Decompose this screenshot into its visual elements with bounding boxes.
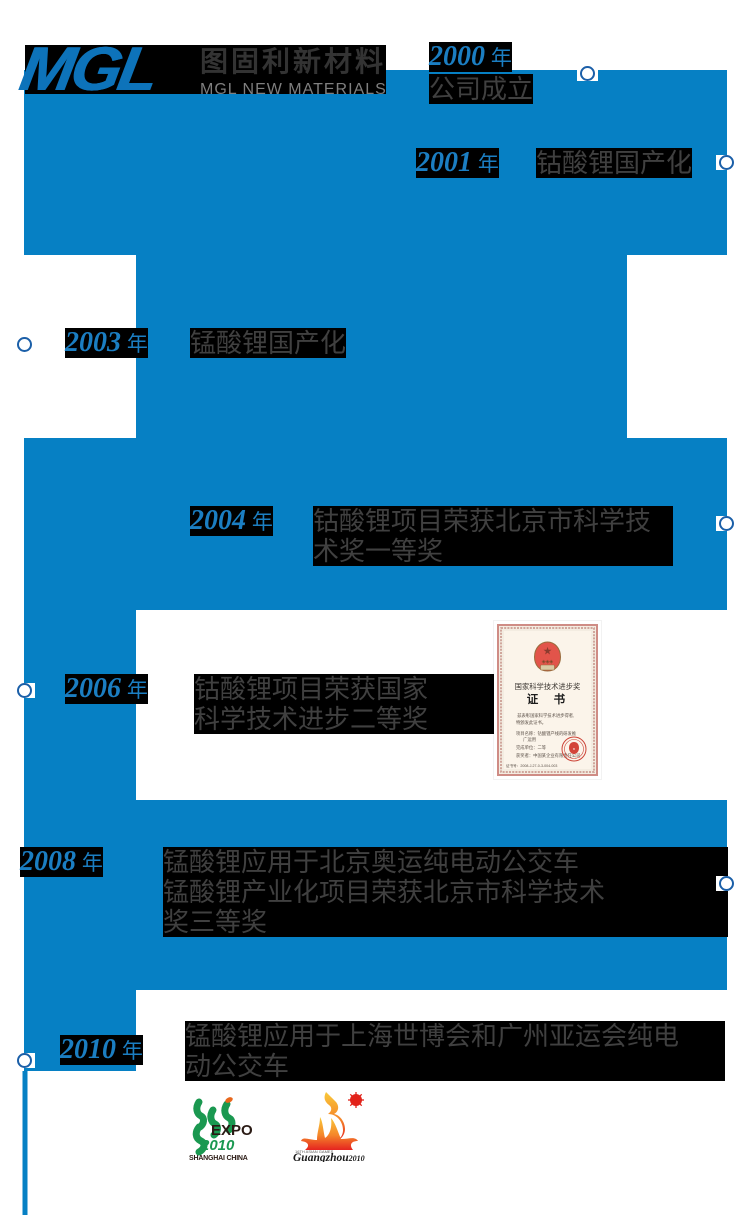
svg-text:广运用: 广运用	[516, 736, 536, 743]
svg-text:★: ★	[573, 747, 576, 751]
svg-text:兹表彰国家科学技术进步得者,: 兹表彰国家科学技术进步得者,	[516, 712, 574, 719]
svg-text:国家科学技术进步奖: 国家科学技术进步奖	[515, 682, 581, 691]
svg-text:◈◈◈: ◈◈◈	[542, 659, 554, 665]
svg-text:证书号：2008-J-27-0-3-004-003: 证书号：2008-J-27-0-3-004-003	[506, 763, 557, 768]
svg-text:Guangzhou2010: Guangzhou2010	[293, 1152, 365, 1162]
svg-text:2010: 2010	[200, 1137, 235, 1154]
svg-text:证 书: 证 书	[527, 692, 568, 706]
svg-text:特颁发此证书。: 特颁发此证书。	[516, 719, 546, 726]
svg-text:项目名称：钴酸锂产线的研发推: 项目名称：钴酸锂产线的研发推	[516, 730, 577, 737]
svg-text:SHANGHAI CHINA: SHANGHAI CHINA	[189, 1155, 248, 1162]
svg-text:完成单位：二等: 完成单位：二等	[516, 744, 547, 751]
svg-text:★: ★	[543, 646, 552, 656]
